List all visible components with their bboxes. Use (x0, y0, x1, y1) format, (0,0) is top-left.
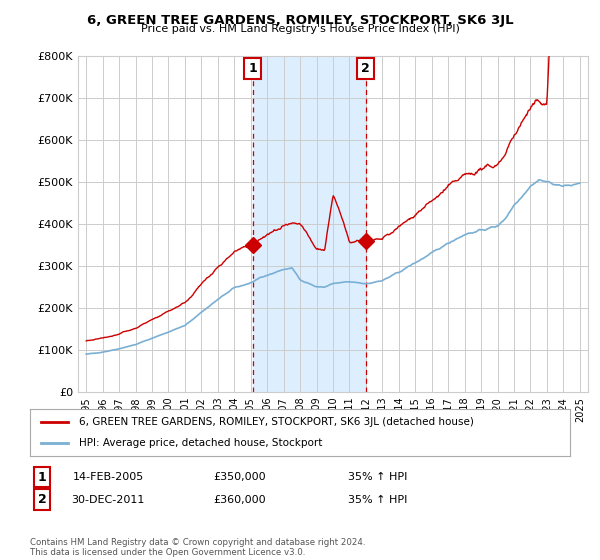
Text: 2: 2 (361, 62, 370, 75)
Text: Contains HM Land Registry data © Crown copyright and database right 2024.
This d: Contains HM Land Registry data © Crown c… (30, 538, 365, 557)
Text: 1: 1 (248, 62, 257, 75)
Text: 30-DEC-2011: 30-DEC-2011 (71, 494, 145, 505)
Text: 35% ↑ HPI: 35% ↑ HPI (349, 494, 407, 505)
Text: 35% ↑ HPI: 35% ↑ HPI (349, 472, 407, 482)
Bar (253, 56, 366, 392)
Text: HPI: Average price, detached house, Stockport: HPI: Average price, detached house, Stoc… (79, 438, 322, 448)
Text: 14-FEB-2005: 14-FEB-2005 (73, 472, 143, 482)
Text: 6, GREEN TREE GARDENS, ROMILEY, STOCKPORT, SK6 3JL: 6, GREEN TREE GARDENS, ROMILEY, STOCKPOR… (86, 14, 514, 27)
Text: 6, GREEN TREE GARDENS, ROMILEY, STOCKPORT, SK6 3JL (detached house): 6, GREEN TREE GARDENS, ROMILEY, STOCKPOR… (79, 417, 473, 427)
Text: £350,000: £350,000 (214, 472, 266, 482)
Text: Price paid vs. HM Land Registry's House Price Index (HPI): Price paid vs. HM Land Registry's House … (140, 24, 460, 34)
Text: £360,000: £360,000 (214, 494, 266, 505)
Text: 1: 1 (38, 470, 46, 484)
Text: 2: 2 (38, 493, 46, 506)
